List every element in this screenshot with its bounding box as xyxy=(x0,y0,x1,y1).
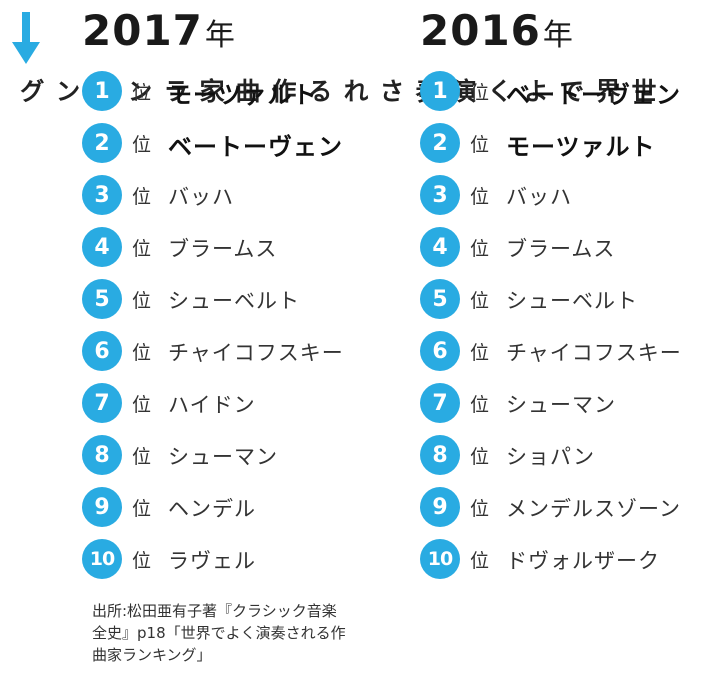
rank-badge: 6 xyxy=(420,331,460,371)
composer-name: ドヴォルザーク xyxy=(506,549,660,573)
rank-suffix: 位 xyxy=(132,342,152,364)
rank-suffix: 位 xyxy=(132,238,152,260)
year-number: 2016 xyxy=(420,6,541,55)
rank-suffix: 位 xyxy=(132,394,152,416)
rank-badge: 9 xyxy=(420,487,460,527)
rank-suffix: 位 xyxy=(470,82,490,104)
rank-badge: 3 xyxy=(420,175,460,215)
rank-badge: 5 xyxy=(420,279,460,319)
composer-name: シューベルト xyxy=(506,289,638,313)
composer-name: ベートーヴェン xyxy=(168,133,343,161)
rank-badge: 7 xyxy=(82,383,122,423)
rank-badge: 4 xyxy=(420,227,460,267)
rank-suffix: 位 xyxy=(470,186,490,208)
rank-suffix: 位 xyxy=(132,82,152,104)
rank-badge: 5 xyxy=(82,279,122,319)
rank-badge: 9 xyxy=(82,487,122,527)
year-unit: 年 xyxy=(542,18,573,53)
rank-badge: 10 xyxy=(420,539,460,579)
rank-badge: 1 xyxy=(82,71,122,111)
composer-name: ショパン xyxy=(506,445,596,469)
source-note: 出所:松田亜有子著『クラシック音楽 全史』p18「世界でよく演奏される作 曲家ラ… xyxy=(92,600,392,666)
rank-suffix: 位 xyxy=(470,394,490,416)
rank-suffix: 位 xyxy=(470,342,490,364)
year-number: 2017 xyxy=(82,6,203,55)
composer-name: バッハ xyxy=(168,185,234,209)
rank-badge: 2 xyxy=(82,123,122,163)
rank-badge: 6 xyxy=(82,331,122,371)
year-heading: 2017年 xyxy=(82,6,235,55)
arrow-down-icon xyxy=(12,12,40,64)
year-heading: 2016年 xyxy=(420,6,573,55)
rank-suffix: 位 xyxy=(470,238,490,260)
composer-name: ラヴェル xyxy=(168,549,256,573)
rank-suffix: 位 xyxy=(132,290,152,312)
composer-name: バッハ xyxy=(506,185,572,209)
rank-badge: 2 xyxy=(420,123,460,163)
source-line: 曲家ランキング」 xyxy=(92,646,212,664)
composer-name: ヘンデル xyxy=(168,497,256,521)
composer-name: ブラームス xyxy=(168,237,278,261)
composer-name: ハイドン xyxy=(168,393,256,417)
rank-badge: 8 xyxy=(420,435,460,475)
rank-badge: 1 xyxy=(420,71,460,111)
source-line: 出所:松田亜有子著『クラシック音楽 xyxy=(92,602,337,620)
rank-suffix: 位 xyxy=(132,134,152,156)
rank-badge: 3 xyxy=(82,175,122,215)
composer-name: シューマン xyxy=(168,445,278,469)
rank-suffix: 位 xyxy=(132,446,152,468)
composer-name: モーツァルト xyxy=(168,81,318,109)
rank-suffix: 位 xyxy=(470,446,490,468)
rank-badge: 4 xyxy=(82,227,122,267)
source-line: 全史』p18「世界でよく演奏される作 xyxy=(92,624,346,642)
rank-suffix: 位 xyxy=(132,186,152,208)
rank-suffix: 位 xyxy=(132,498,152,520)
composer-name: シューベルト xyxy=(168,289,300,313)
composer-name: モーツァルト xyxy=(506,133,656,161)
rank-badge: 8 xyxy=(82,435,122,475)
rank-suffix: 位 xyxy=(470,134,490,156)
rank-suffix: 位 xyxy=(470,550,490,572)
composer-name: チャイコフスキー xyxy=(168,341,344,365)
rank-suffix: 位 xyxy=(470,498,490,520)
composer-name: チャイコフスキー xyxy=(506,341,682,365)
rank-suffix: 位 xyxy=(132,550,152,572)
rank-badge: 7 xyxy=(420,383,460,423)
rank-badge: 10 xyxy=(82,539,122,579)
composer-name: メンデルスゾーン xyxy=(506,497,681,521)
rank-suffix: 位 xyxy=(470,290,490,312)
composer-name: ベートーヴェン xyxy=(506,81,681,109)
composer-name: ブラームス xyxy=(506,237,616,261)
composer-name: シューマン xyxy=(506,393,616,417)
year-unit: 年 xyxy=(204,18,235,53)
